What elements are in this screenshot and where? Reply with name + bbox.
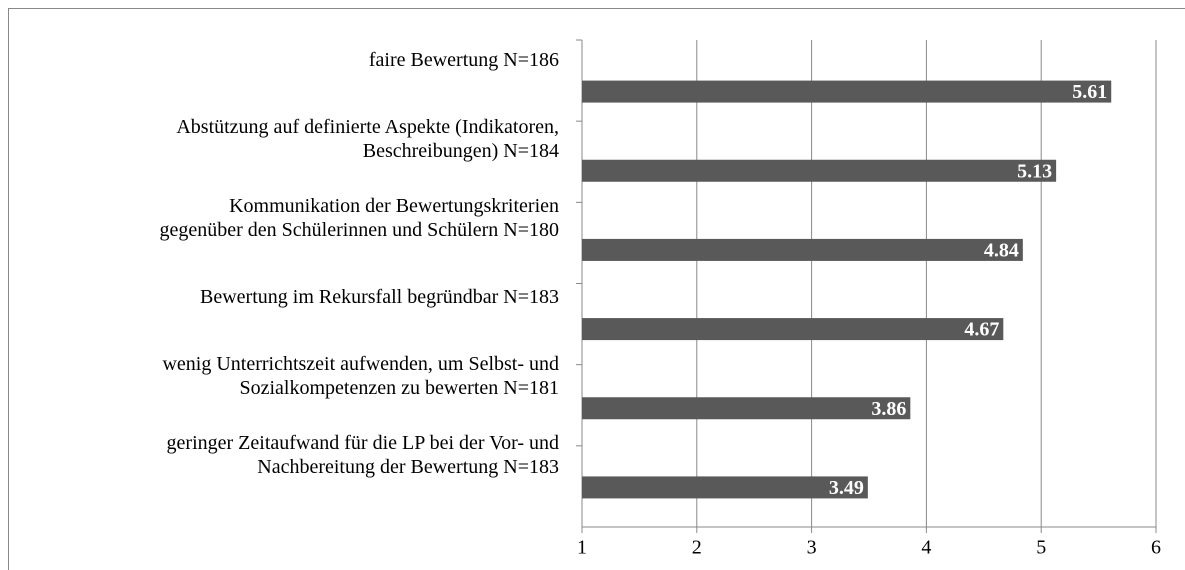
bar [582, 397, 911, 420]
bar [582, 238, 1023, 261]
bar [582, 159, 1057, 182]
x-tick-label: 3 [807, 537, 817, 559]
y-tick-label: Abstützung auf definierte Aspekte (Indik… [176, 115, 559, 162]
y-tick-label: faire Bewertung N=186 [368, 48, 559, 71]
data-label: 4.84 [984, 240, 1019, 262]
data-label: 5.13 [1017, 160, 1052, 182]
bar [582, 476, 868, 499]
data-label: 3.49 [829, 477, 864, 499]
bar [582, 80, 1112, 103]
y-tick-label: geringer Zeitaufwand für die LP bei der … [166, 432, 559, 479]
y-tick-label: Bewertung im Rekursfall begründbar N=183 [200, 286, 559, 309]
data-label: 4.67 [964, 319, 999, 341]
x-tick-label: 2 [692, 537, 702, 559]
frame [8, 8, 1185, 570]
data-label: 5.61 [1072, 81, 1107, 103]
bar [582, 318, 1004, 341]
x-tick-label: 5 [1036, 537, 1046, 559]
data-label: 3.86 [871, 398, 906, 420]
y-tick-label: Kommunikation der Bewertungskriterien ge… [159, 194, 559, 241]
x-tick-label: 1 [577, 537, 587, 559]
y-tick-label: wenig Unterrichtszeit aufwenden, um Selb… [162, 353, 559, 400]
x-tick-label: 6 [1151, 537, 1161, 559]
x-tick-label: 4 [921, 537, 931, 559]
